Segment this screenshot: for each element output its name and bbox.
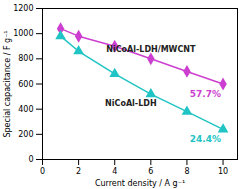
svg-text:57.7%: 57.7% bbox=[190, 89, 221, 99]
svg-text:6: 6 bbox=[148, 167, 153, 176]
svg-text:0: 0 bbox=[28, 155, 33, 164]
svg-text:1000: 1000 bbox=[13, 29, 33, 38]
svg-text:600: 600 bbox=[18, 80, 33, 89]
svg-text:NiCoAl-LDH/MWCNT: NiCoAl-LDH/MWCNT bbox=[106, 45, 196, 54]
svg-text:NiCoAl-LDH: NiCoAl-LDH bbox=[105, 99, 157, 108]
svg-text:Special capacitance / F g⁻¹: Special capacitance / F g⁻¹ bbox=[3, 30, 12, 137]
svg-text:Current density / A g⁻¹: Current density / A g⁻¹ bbox=[95, 179, 185, 188]
svg-text:1200: 1200 bbox=[13, 4, 33, 13]
svg-text:8: 8 bbox=[184, 167, 189, 176]
svg-text:10: 10 bbox=[218, 167, 228, 176]
svg-text:0: 0 bbox=[40, 167, 45, 176]
svg-text:2: 2 bbox=[76, 167, 81, 176]
svg-text:200: 200 bbox=[18, 130, 33, 139]
svg-text:4: 4 bbox=[112, 167, 117, 176]
svg-text:24.4%: 24.4% bbox=[190, 134, 221, 144]
svg-text:400: 400 bbox=[18, 105, 33, 114]
svg-text:800: 800 bbox=[18, 54, 33, 63]
